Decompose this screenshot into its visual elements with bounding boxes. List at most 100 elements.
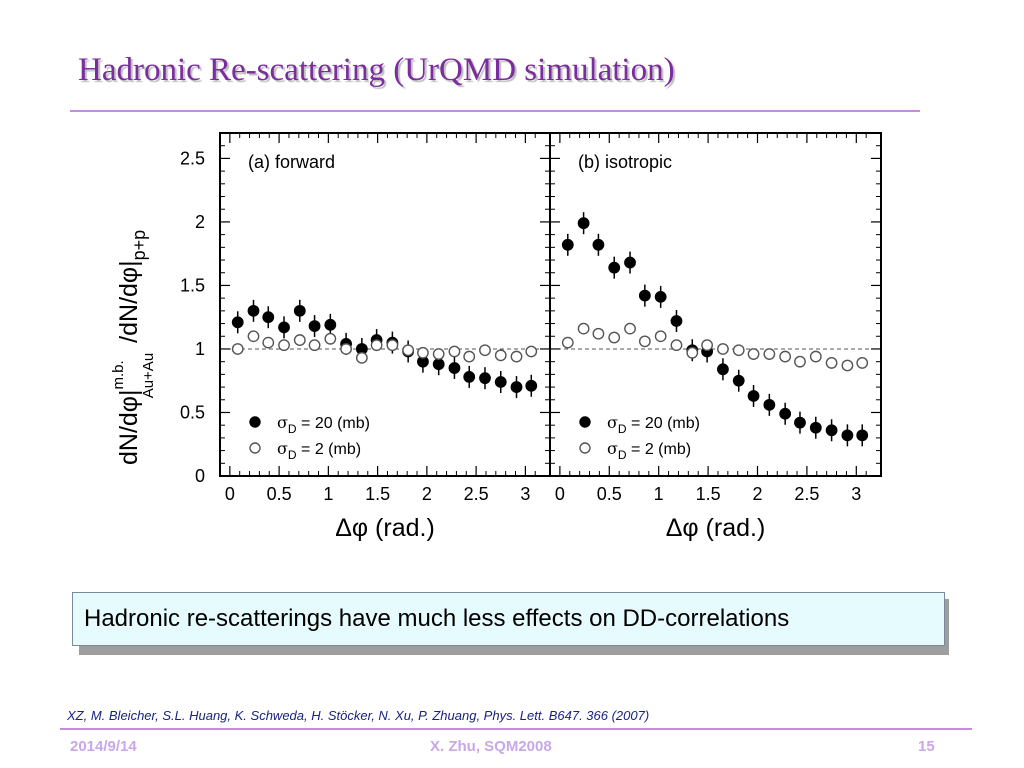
legend-sigma: σ xyxy=(607,413,618,432)
data-point-sigma-2 xyxy=(638,335,651,348)
data-point-sigma-2 xyxy=(402,344,415,357)
data-point-sigma-20 xyxy=(747,390,760,402)
data-point-sigma-20 xyxy=(608,261,621,274)
reference-citation: XZ, M. Bleicher, S.L. Huang, K. Schweda,… xyxy=(67,708,650,723)
data-point-sigma-2 xyxy=(432,348,445,360)
data-point-sigma-2 xyxy=(510,350,523,363)
data-point-sigma-2 xyxy=(608,331,621,344)
legend-marker xyxy=(249,416,261,428)
data-point-sigma-2 xyxy=(592,327,605,340)
page-number: 15 xyxy=(918,738,935,755)
panel-frame xyxy=(219,132,551,477)
data-point-sigma-2 xyxy=(686,346,699,359)
legend-value: = 20 (mb) xyxy=(627,415,700,432)
slide-title: Hadronic Re-scattering (UrQMD simulation… xyxy=(78,52,675,88)
data-point-sigma-20 xyxy=(577,217,590,230)
title-divider xyxy=(70,110,920,112)
x-tick-label: 1.5 xyxy=(365,484,390,504)
legend-subscript: D xyxy=(618,448,627,462)
data-point-sigma-20 xyxy=(654,290,667,303)
x-tick-label: 0.5 xyxy=(267,484,292,504)
x-tick-label: 2 xyxy=(422,484,432,504)
data-point-sigma-2 xyxy=(262,336,275,349)
data-point-sigma-2 xyxy=(479,344,491,357)
y-tick-label: 0 xyxy=(195,466,205,486)
legend-marker xyxy=(579,416,591,428)
y-label-subscript: Au+Au xyxy=(140,353,157,398)
y-label-superscript: m.b. xyxy=(110,360,127,389)
data-point-sigma-2 xyxy=(654,330,667,343)
data-point-sigma-2 xyxy=(463,350,476,363)
data-point-sigma-2 xyxy=(525,345,538,358)
data-point-sigma-2 xyxy=(825,357,838,369)
legend-sigma: σ xyxy=(607,439,618,458)
y-tick-label: 2 xyxy=(195,212,205,232)
data-point-sigma-2 xyxy=(577,322,590,335)
legend-label: σD = 20 (mb) xyxy=(607,413,700,436)
x-tick-label: 0.5 xyxy=(597,484,622,504)
x-tick-label: 3 xyxy=(851,484,861,504)
x-tick-label: 0 xyxy=(225,484,235,504)
legend-marker xyxy=(249,442,261,454)
data-point-sigma-20 xyxy=(293,304,306,317)
data-point-sigma-2 xyxy=(247,330,260,343)
data-point-sigma-20 xyxy=(324,318,337,331)
y-tick-label: 2.5 xyxy=(180,148,205,168)
legend-subscript: D xyxy=(288,422,297,436)
data-point-sigma-2 xyxy=(794,355,806,368)
data-point-sigma-20 xyxy=(510,381,523,393)
data-point-sigma-20 xyxy=(732,374,745,387)
data-point-sigma-2 xyxy=(494,349,507,362)
data-point-sigma-20 xyxy=(809,421,822,434)
x-tick-label: 3 xyxy=(520,484,530,504)
data-point-sigma-20 xyxy=(717,363,729,376)
data-point-sigma-20 xyxy=(262,311,275,324)
data-point-sigma-2 xyxy=(779,350,792,363)
x-tick-label: 1 xyxy=(323,484,333,504)
legend-label: σD = 2 (mb) xyxy=(607,439,691,462)
data-point-sigma-20 xyxy=(779,407,792,420)
data-point-sigma-2 xyxy=(732,344,745,357)
data-point-sigma-2 xyxy=(278,339,290,352)
data-point-sigma-2 xyxy=(561,336,574,349)
data-point-sigma-20 xyxy=(494,376,507,388)
data-point-sigma-2 xyxy=(386,339,399,352)
data-point-sigma-2 xyxy=(747,348,760,360)
data-point-sigma-2 xyxy=(340,343,352,355)
legend-subscript: D xyxy=(288,448,297,462)
data-point-sigma-2 xyxy=(701,339,714,352)
legend-value: = 20 (mb) xyxy=(297,415,370,432)
data-point-sigma-2 xyxy=(308,339,321,352)
x-tick-label: 2.5 xyxy=(794,484,819,504)
panel-label: (b) isotropic xyxy=(578,152,672,172)
panel-frame xyxy=(549,132,882,477)
panel-label: (a) forward xyxy=(248,152,335,172)
data-point-sigma-2 xyxy=(231,343,244,355)
legend-value: = 2 (mb) xyxy=(297,441,361,458)
data-point-sigma-20 xyxy=(278,321,290,334)
x-axis-label: Δφ (rad.) xyxy=(335,514,435,542)
x-tick-label: 0 xyxy=(555,484,565,504)
x-axis-label: Δφ (rad.) xyxy=(666,514,766,542)
y-tick-label: 0.5 xyxy=(180,402,205,422)
y-label-main: dN/dφ| xyxy=(115,389,143,465)
data-point-sigma-20 xyxy=(670,315,683,327)
data-point-sigma-20 xyxy=(247,304,260,317)
data-point-sigma-20 xyxy=(231,316,244,329)
data-point-sigma-2 xyxy=(841,359,854,372)
data-point-sigma-20 xyxy=(432,358,445,371)
data-point-sigma-20 xyxy=(561,238,574,251)
data-point-sigma-2 xyxy=(856,357,869,369)
footer-divider xyxy=(60,728,972,730)
legend-value: = 2 (mb) xyxy=(627,441,691,458)
data-point-sigma-2 xyxy=(809,350,822,363)
data-point-sigma-20 xyxy=(841,429,854,442)
x-tick-label: 2.5 xyxy=(464,484,489,504)
y-tick-label: 1.5 xyxy=(180,275,205,295)
data-point-sigma-20 xyxy=(592,238,605,251)
data-point-sigma-2 xyxy=(417,346,429,359)
data-point-sigma-20 xyxy=(525,379,538,392)
data-point-sigma-20 xyxy=(479,372,491,385)
legend-sigma: σ xyxy=(277,439,288,458)
callout-text: Hadronic re-scatterings have much less e… xyxy=(84,605,790,632)
